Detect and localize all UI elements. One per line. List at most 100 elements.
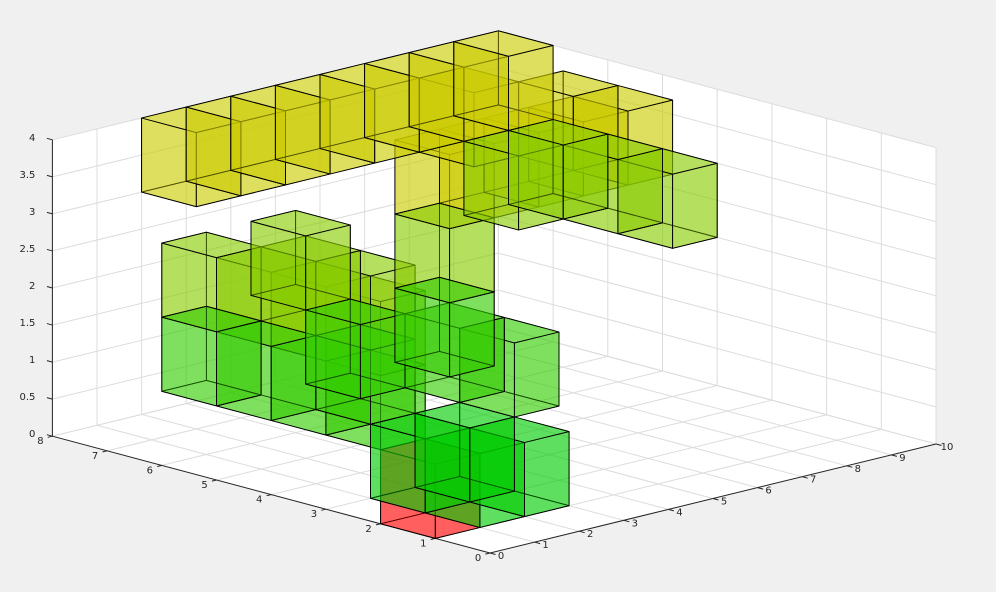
x-tick-mark — [891, 454, 898, 457]
voxel-face-front — [305, 224, 351, 311]
voxel-level_2 — [463, 129, 564, 231]
y-tick-label: 8 — [37, 436, 43, 447]
voxel-face-top — [161, 305, 262, 333]
x-tick-label: 3 — [632, 518, 638, 529]
voxel-level_3 — [418, 66, 520, 168]
grid-line-z-wall-b — [498, 30, 937, 149]
x-tick-mark — [802, 476, 808, 479]
voxel-face-left — [394, 287, 451, 378]
voxel-level_3 — [518, 70, 619, 171]
voxel-face-front — [449, 291, 495, 378]
voxel-level_2 — [260, 235, 361, 336]
grid-line-y-floor — [161, 355, 608, 466]
voxel-face-front — [524, 431, 570, 518]
y-tick-mark — [321, 508, 327, 511]
voxel-level_3 — [141, 106, 242, 208]
x-tick-mark — [668, 508, 675, 512]
grid-line-z-wall-a — [52, 178, 499, 289]
voxel-level_1 — [315, 324, 416, 425]
x-tick-mark — [489, 552, 496, 555]
voxel-level_2 — [161, 231, 262, 333]
voxel-level_2 — [270, 260, 371, 362]
voxel-face-top — [250, 209, 351, 237]
voxel-level_3 — [185, 95, 286, 197]
voxel-face-left — [508, 129, 564, 220]
y-tick-mark — [485, 552, 491, 555]
grid-line-y-floor — [271, 385, 718, 496]
voxel-level_1 — [404, 302, 505, 403]
voxel-face-front — [508, 44, 554, 131]
grid-line-z-wall-a — [52, 326, 499, 437]
z-tick-label: 3 — [29, 207, 35, 218]
z-tick-mark — [46, 137, 53, 141]
x-tick-label: 10 — [941, 442, 954, 453]
z-tick-label: 1.5 — [19, 318, 35, 329]
y-tick-label: 7 — [92, 451, 98, 462]
z-tick-mark — [46, 397, 53, 400]
x-tick-mark — [534, 541, 541, 545]
voxel-start — [380, 438, 481, 539]
voxel-face-top — [394, 276, 495, 304]
x-axis-ticks: 0 1 2 3 4 5 6 7 8 9 10 — [489, 442, 954, 562]
y-tick-label: 2 — [365, 524, 371, 535]
voxel-face-front — [469, 416, 515, 503]
z-tick-mark — [46, 286, 53, 289]
voxel-face-front — [216, 320, 262, 407]
voxel-level_2 — [394, 202, 495, 304]
voxel-level_1 — [270, 335, 371, 436]
z-tick-label: 0 — [29, 429, 35, 440]
voxel-face-left — [161, 316, 217, 407]
voxel-level_3 — [274, 73, 376, 175]
voxel-level_3 — [364, 52, 465, 153]
x-tick-label: 5 — [721, 497, 727, 508]
x-tick-mark — [712, 498, 719, 501]
z-tick-label: 0.5 — [19, 392, 35, 403]
y-tick-label: 4 — [256, 495, 262, 506]
voxel-level_1 — [459, 316, 560, 418]
voxel-level_1 — [161, 305, 262, 407]
grid-line-z-wall-a — [52, 215, 499, 326]
grid-line-z-wall-b — [498, 326, 937, 445]
y-tick-label: 0 — [475, 553, 481, 564]
y-tick-label: 5 — [201, 480, 207, 491]
y-axis-ticks: 0 1 2 3 4 5 6 7 8 — [37, 435, 491, 564]
y-tick-mark — [102, 450, 108, 453]
y-tick-label: 1 — [420, 538, 426, 549]
voxel-level_1 — [216, 320, 317, 421]
voxel-level_3 — [230, 84, 331, 186]
voxel-level_0 — [370, 412, 471, 514]
z-tick-label: 3.5 — [19, 170, 35, 181]
voxel-level_2 — [562, 133, 663, 235]
voxel-face-left — [453, 41, 509, 131]
grid-line-z-wall-b — [498, 289, 937, 408]
x-tick-label: 9 — [899, 453, 905, 464]
voxel-face-front — [513, 331, 560, 418]
z-tick-mark — [46, 434, 53, 437]
grid-line-z-wall-b — [498, 67, 937, 186]
x-tick-label: 6 — [765, 486, 771, 497]
z-tick-mark — [46, 360, 53, 363]
voxel-level_2 — [508, 119, 609, 220]
voxel-level_1 — [394, 276, 495, 378]
voxel-level_0 — [469, 416, 570, 518]
voxel-face-left — [305, 309, 361, 400]
grid-line-y-floor — [106, 341, 554, 452]
z-tick-label: 2 — [29, 281, 35, 292]
grid-line-z-wall-b — [498, 215, 937, 334]
z-tick-mark — [46, 174, 53, 178]
x-tick-label: 0 — [498, 551, 504, 562]
x-tick-label: 2 — [587, 529, 593, 540]
y-tick-label: 6 — [147, 465, 153, 476]
voxel-level_3 — [319, 63, 420, 164]
x-tick-mark — [623, 519, 630, 523]
voxel-level_2 — [617, 148, 718, 249]
grid-line-z-wall-a — [52, 289, 499, 400]
x-tick-label: 7 — [810, 475, 816, 486]
z-tick-label: 4 — [29, 133, 35, 144]
voxel-level_3 — [408, 41, 509, 142]
grid-line-z-wall-a — [52, 141, 499, 252]
voxel-level_1 — [305, 298, 406, 400]
z-axis-ticks: 0 0.5 1 1.5 2 2.5 3 3.5 4 — [19, 133, 53, 440]
z-tick-label: 1 — [29, 355, 35, 366]
x-tick-mark — [846, 465, 853, 468]
